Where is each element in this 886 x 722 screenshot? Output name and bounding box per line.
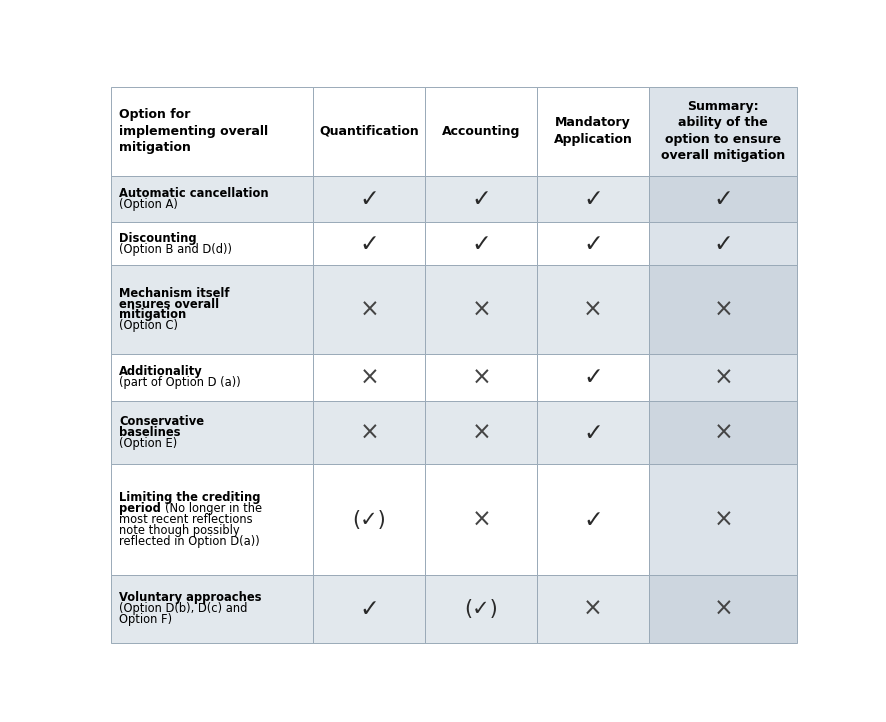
Bar bbox=[649, 87, 797, 175]
Bar bbox=[425, 87, 537, 175]
Bar bbox=[111, 175, 314, 222]
Text: Limiting the crediting: Limiting the crediting bbox=[119, 492, 260, 505]
Text: baselines: baselines bbox=[119, 426, 181, 439]
Text: ✓: ✓ bbox=[583, 365, 603, 389]
Text: ✓: ✓ bbox=[360, 187, 379, 211]
Bar bbox=[111, 354, 314, 401]
Bar bbox=[425, 575, 537, 643]
Text: Summary:
ability of the
option to ensure
overall mitigation: Summary: ability of the option to ensure… bbox=[661, 100, 785, 162]
Text: (Option A): (Option A) bbox=[119, 198, 178, 211]
Text: note though possibly: note though possibly bbox=[119, 524, 239, 537]
Text: ✓: ✓ bbox=[583, 420, 603, 445]
Text: Option F): Option F) bbox=[119, 613, 172, 626]
Text: ensures overall: ensures overall bbox=[119, 297, 219, 310]
Bar bbox=[425, 175, 537, 222]
Bar bbox=[537, 464, 649, 575]
Text: Option for
implementing overall
mitigation: Option for implementing overall mitigati… bbox=[119, 108, 268, 155]
Text: (✓): (✓) bbox=[464, 599, 498, 619]
Bar bbox=[314, 575, 425, 643]
Bar bbox=[314, 222, 425, 265]
Text: ×: × bbox=[471, 297, 491, 321]
Bar bbox=[649, 175, 797, 222]
Bar bbox=[111, 401, 314, 464]
Bar bbox=[649, 265, 797, 354]
Text: Automatic cancellation: Automatic cancellation bbox=[119, 187, 268, 200]
Bar bbox=[111, 575, 314, 643]
Text: Mandatory
Application: Mandatory Application bbox=[554, 116, 633, 146]
Text: Accounting: Accounting bbox=[442, 125, 520, 138]
Bar bbox=[425, 401, 537, 464]
Text: (Option C): (Option C) bbox=[119, 319, 178, 332]
Text: ×: × bbox=[583, 596, 603, 621]
Text: ×: × bbox=[471, 365, 491, 389]
Text: ×: × bbox=[360, 420, 379, 445]
Bar bbox=[537, 354, 649, 401]
Text: (✓): (✓) bbox=[353, 510, 386, 529]
Text: Quantification: Quantification bbox=[319, 125, 419, 138]
Text: ×: × bbox=[713, 297, 733, 321]
Text: ✓: ✓ bbox=[713, 232, 733, 256]
Bar bbox=[425, 222, 537, 265]
Text: Mechanism itself: Mechanism itself bbox=[119, 287, 229, 300]
Bar bbox=[649, 575, 797, 643]
Text: (part of Option D (a)): (part of Option D (a)) bbox=[119, 376, 241, 389]
Bar bbox=[537, 575, 649, 643]
Bar bbox=[649, 401, 797, 464]
Bar bbox=[649, 354, 797, 401]
Text: ✓: ✓ bbox=[471, 232, 491, 256]
Text: period: period bbox=[119, 503, 165, 516]
Bar bbox=[649, 222, 797, 265]
Text: ×: × bbox=[471, 420, 491, 445]
Text: reflected in Option D(a)): reflected in Option D(a)) bbox=[119, 535, 260, 548]
Text: Conservative: Conservative bbox=[119, 415, 204, 428]
Text: (No longer in the: (No longer in the bbox=[165, 503, 262, 516]
Bar bbox=[111, 464, 314, 575]
Bar bbox=[649, 464, 797, 575]
Bar bbox=[537, 401, 649, 464]
Bar bbox=[537, 175, 649, 222]
Text: ×: × bbox=[583, 297, 603, 321]
Bar bbox=[111, 265, 314, 354]
Text: mitigation: mitigation bbox=[119, 308, 186, 321]
Bar bbox=[111, 87, 314, 175]
Text: ✓: ✓ bbox=[360, 232, 379, 256]
Bar bbox=[537, 265, 649, 354]
Text: ✓: ✓ bbox=[471, 187, 491, 211]
Bar bbox=[111, 222, 314, 265]
Text: ✓: ✓ bbox=[583, 232, 603, 256]
Bar bbox=[314, 265, 425, 354]
Bar bbox=[425, 464, 537, 575]
Text: ×: × bbox=[713, 365, 733, 389]
Text: Discounting: Discounting bbox=[119, 232, 197, 245]
Text: ✓: ✓ bbox=[583, 508, 603, 531]
Text: (Option E): (Option E) bbox=[119, 437, 177, 450]
Text: ×: × bbox=[360, 297, 379, 321]
Text: most recent reflections: most recent reflections bbox=[119, 513, 253, 526]
Text: ✓: ✓ bbox=[360, 596, 379, 621]
Text: Voluntary approaches: Voluntary approaches bbox=[119, 591, 261, 604]
Text: ✓: ✓ bbox=[713, 187, 733, 211]
Bar bbox=[425, 265, 537, 354]
Bar bbox=[314, 87, 425, 175]
Text: (Option B and D(d)): (Option B and D(d)) bbox=[119, 243, 232, 256]
Text: ×: × bbox=[713, 596, 733, 621]
Bar bbox=[425, 354, 537, 401]
Bar bbox=[314, 464, 425, 575]
Text: ✓: ✓ bbox=[583, 187, 603, 211]
Bar bbox=[537, 87, 649, 175]
Bar bbox=[314, 354, 425, 401]
Text: (Option D(b), D(c) and: (Option D(b), D(c) and bbox=[119, 602, 247, 615]
Bar bbox=[314, 401, 425, 464]
Text: ×: × bbox=[471, 508, 491, 531]
Text: ×: × bbox=[360, 365, 379, 389]
Bar bbox=[314, 175, 425, 222]
Text: ×: × bbox=[713, 508, 733, 531]
Text: ×: × bbox=[713, 420, 733, 445]
Bar bbox=[537, 222, 649, 265]
Text: Additionality: Additionality bbox=[119, 365, 203, 378]
